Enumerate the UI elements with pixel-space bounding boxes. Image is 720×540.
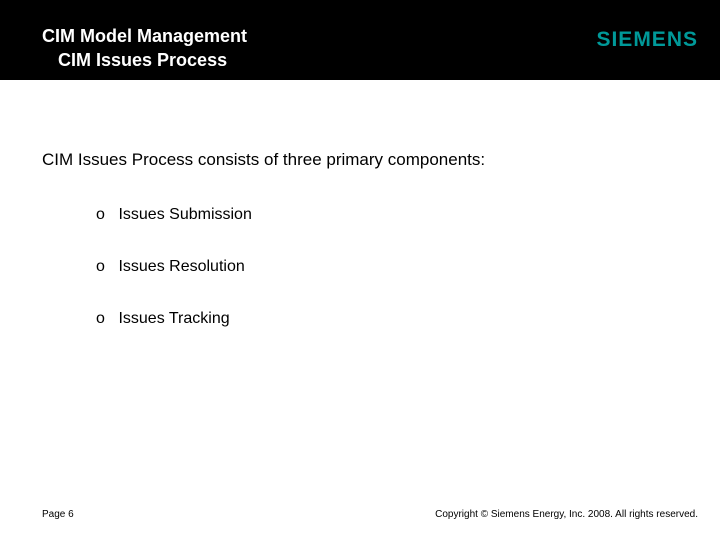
list-item: o Issues Resolution <box>96 258 678 276</box>
bullet-marker: o <box>96 258 114 276</box>
list-item-label: Issues Tracking <box>118 310 229 327</box>
slide-title: CIM Model Management CIM Issues Process <box>42 24 247 73</box>
list-item-label: Issues Resolution <box>118 258 244 275</box>
slide: CIM Model Management CIM Issues Process … <box>0 0 720 540</box>
body-content: CIM Issues Process consists of three pri… <box>42 150 678 362</box>
title-line-2: CIM Issues Process <box>42 48 247 72</box>
page-number: Page 6 <box>42 509 74 520</box>
siemens-logo: SIEMENS <box>596 28 698 52</box>
bullet-list: o Issues Submission o Issues Resolution … <box>42 206 678 328</box>
list-item: o Issues Tracking <box>96 310 678 328</box>
list-item-label: Issues Submission <box>118 206 251 223</box>
bullet-marker: o <box>96 310 114 328</box>
title-line-1: CIM Model Management <box>42 24 247 48</box>
intro-text: CIM Issues Process consists of three pri… <box>42 150 678 170</box>
bullet-marker: o <box>96 206 114 224</box>
copyright-text: Copyright © Siemens Energy, Inc. 2008. A… <box>435 509 698 520</box>
list-item: o Issues Submission <box>96 206 678 224</box>
